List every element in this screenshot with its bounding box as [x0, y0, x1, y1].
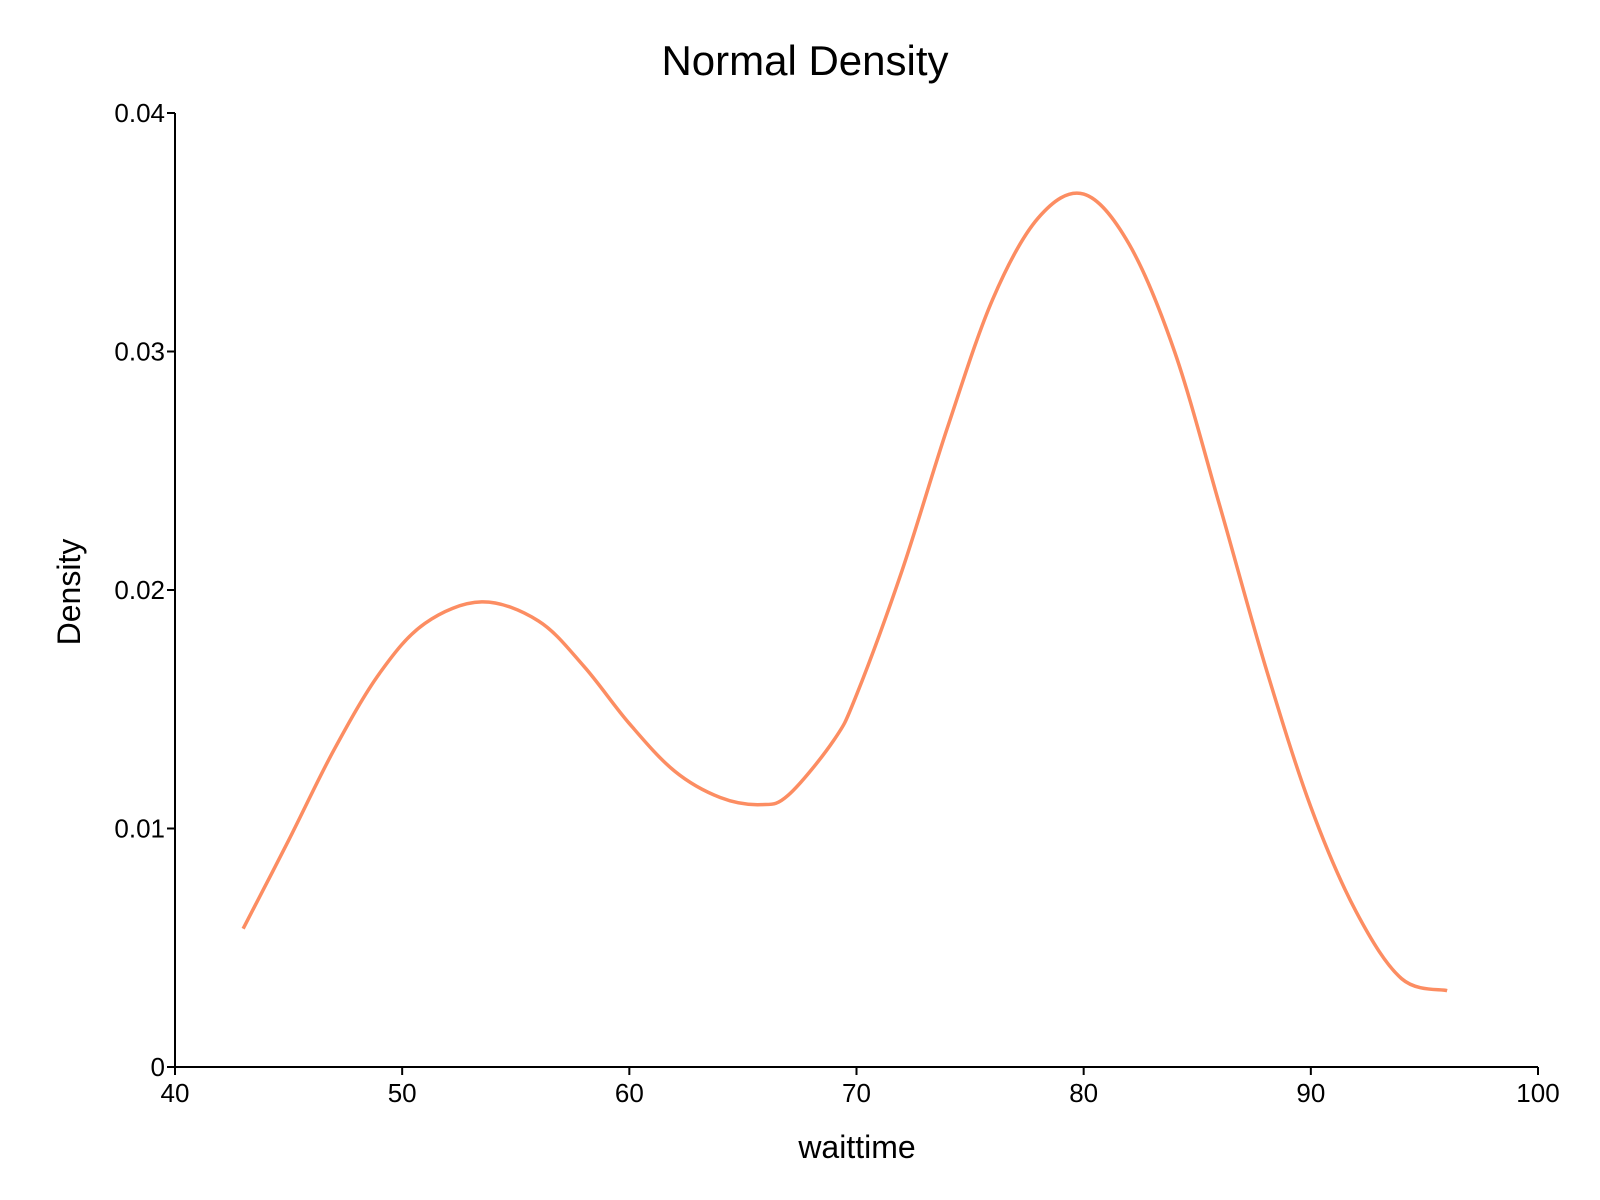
x-tick-label: 90 — [1296, 1078, 1325, 1108]
y-axis-label: Density — [51, 539, 87, 646]
x-tick-label: 60 — [615, 1078, 644, 1108]
density-curve — [241, 191, 1448, 993]
y-tick-label: 0.02 — [114, 575, 165, 605]
x-tick-label: 70 — [842, 1078, 871, 1108]
y-tick-label: 0.04 — [114, 98, 165, 128]
x-tick-label: 50 — [388, 1078, 417, 1108]
x-tick-label: 80 — [1069, 1078, 1098, 1108]
chart-title: Normal Density — [661, 37, 948, 84]
x-tick-label: 40 — [161, 1078, 190, 1108]
x-axis: 40 50 60 70 80 90 100 — [161, 1066, 1560, 1108]
y-tick-label: 0.03 — [114, 337, 165, 367]
x-axis-label: waittime — [797, 1129, 915, 1165]
y-tick-label: 0.01 — [114, 814, 165, 844]
series-group — [241, 191, 1448, 993]
x-tick-label: 100 — [1516, 1078, 1559, 1108]
y-axis: 0 0.01 0.02 0.03 0.04 — [114, 98, 176, 1082]
y-tick-label: 0 — [151, 1052, 165, 1082]
